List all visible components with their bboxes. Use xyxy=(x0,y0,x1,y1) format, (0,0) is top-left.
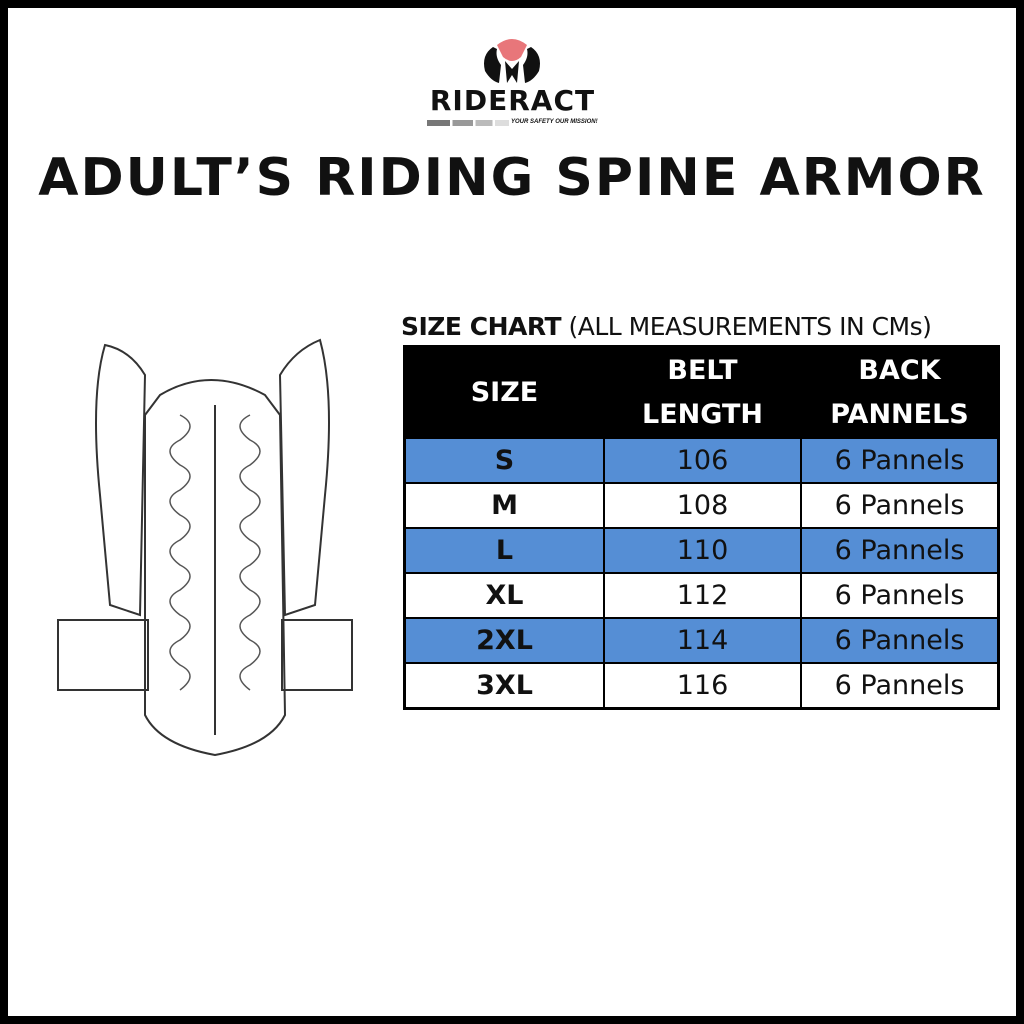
cell-size: S xyxy=(403,437,605,484)
header-panels-line1: BACK xyxy=(858,354,941,386)
cell-panels: 6 Pannels xyxy=(800,482,1000,529)
brand-tagline: YOUR SAFETY OUR MISSION! xyxy=(511,119,598,125)
size-chart-table: SIZE BELT LENGTH BACK PANNELS S 106 6 Pannel… xyxy=(403,345,1000,710)
table-row: M 108 6 Pannels xyxy=(403,482,1000,529)
header-belt-length: BELT LENGTH xyxy=(603,345,802,439)
cell-belt: 116 xyxy=(603,662,802,710)
helmet-logo-icon xyxy=(484,39,540,83)
cell-panels: 6 Pannels xyxy=(800,527,1000,574)
brand-stripes xyxy=(427,120,509,126)
header-size-label: SIZE xyxy=(470,376,539,408)
cell-panels: 6 Pannels xyxy=(800,662,1000,710)
header-back-panels: BACK PANNELS xyxy=(800,345,1000,439)
cell-belt: 108 xyxy=(603,482,802,529)
header-belt-line2: LENGTH xyxy=(642,398,763,430)
caption-note: (ALL MEASUREMENTS IN CMs) xyxy=(561,312,932,341)
table-header-row: SIZE BELT LENGTH BACK PANNELS xyxy=(404,345,1000,439)
cell-belt: 106 xyxy=(603,437,802,484)
page-title: ADULT’S RIDING SPINE ARMOR xyxy=(38,148,986,208)
cell-size: 2XL xyxy=(403,617,605,664)
table-row: S 106 6 Pannels xyxy=(403,437,1000,484)
cell-belt: 110 xyxy=(603,527,802,574)
spine-armor-illustration xyxy=(57,338,353,757)
brand-name: RIDERACT xyxy=(429,84,596,117)
cell-panels: 6 Pannels xyxy=(800,617,1000,664)
header-panels-line2: PANNELS xyxy=(830,398,969,430)
caption-bold: SIZE CHART xyxy=(401,312,562,341)
table-row: XL 112 6 Pannels xyxy=(403,572,1000,619)
header-belt-line1: BELT xyxy=(667,354,738,386)
cell-size: L xyxy=(403,527,605,574)
cell-belt: 114 xyxy=(603,617,802,664)
cell-size: 3XL xyxy=(403,662,605,710)
cell-panels: 6 Pannels xyxy=(800,437,1000,484)
brand-logo: RIDERACT YOUR SAFETY OUR MISSION! xyxy=(425,35,605,130)
cell-belt: 112 xyxy=(603,572,802,619)
header-size: SIZE xyxy=(404,345,605,439)
table-row: 2XL 114 6 Pannels xyxy=(403,617,1000,664)
size-chart-caption: SIZE CHART (ALL MEASUREMENTS IN CMs) xyxy=(401,312,932,341)
cell-size: M xyxy=(403,482,605,529)
table-row: L 110 6 Pannels xyxy=(403,527,1000,574)
cell-panels: 6 Pannels xyxy=(800,572,1000,619)
cell-size: XL xyxy=(403,572,605,619)
table-row: 3XL 116 6 Pannels xyxy=(403,662,1000,710)
